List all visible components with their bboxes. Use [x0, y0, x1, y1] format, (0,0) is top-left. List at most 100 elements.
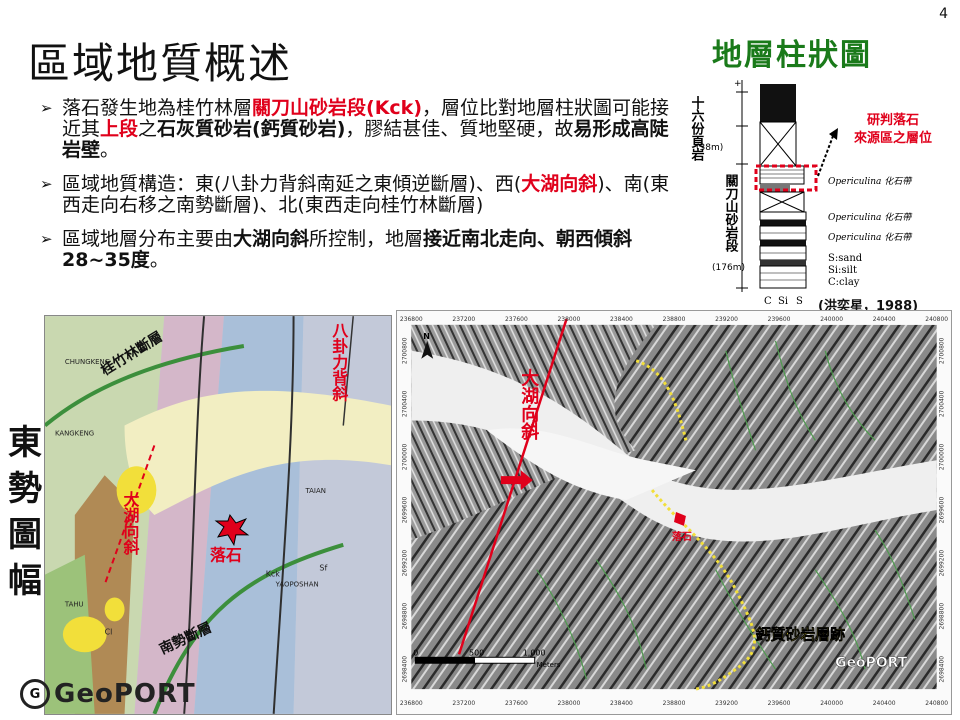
map-unit-label: Cl	[105, 627, 113, 636]
strat-lower-thickness: (176m)	[712, 263, 745, 273]
strat-column-diagram: 十六份頁岩 (38m) 關刀山砂岩段 (176m) +	[689, 79, 933, 307]
tick-label: 2698800	[401, 603, 408, 630]
hillshade-map: 大湖向斜 落石 鈣質砂岩層跡 N 0 500 1,000 Meters GeoP…	[396, 310, 952, 715]
hillmap-watermark: GeoPORT	[835, 655, 908, 671]
hillmap-label-limestone: 鈣質砂岩層跡	[756, 625, 846, 643]
map-place-label: YAOPOSHAN	[275, 581, 319, 589]
map-unit-label: Kck	[266, 570, 281, 579]
bullet-arrow-icon: ➢	[40, 230, 53, 248]
strat-upper-unit: 十六份頁岩	[689, 95, 706, 162]
strat-column	[759, 84, 807, 289]
tick-label: 2700000	[401, 443, 408, 470]
tick-label: 239600	[768, 700, 791, 707]
north-arrow-icon: N	[421, 332, 434, 359]
tick-label: 2699600	[401, 497, 408, 524]
bullet-text: 落石發生地為桂竹林層關刀山砂岩段(Kck)，層位比對地層柱狀圖可能接近其上段之石…	[62, 97, 669, 161]
strat-annotation-line2: 來源區之層位	[854, 130, 932, 146]
strat-fossil-label: Opericulina 化石帶	[828, 212, 913, 223]
tick-label: 2699200	[401, 550, 408, 577]
rockfall-marker-icon	[674, 512, 686, 526]
tick-label: 237600	[505, 700, 528, 707]
strat-fossil-label: Opericulina 化石帶	[828, 232, 913, 243]
tick-label: 2700000	[939, 443, 946, 470]
bullet-text-run: 關刀山砂岩段(Kck)	[252, 97, 423, 119]
tick-label: 239600	[768, 316, 791, 323]
strat-legend-item: Si:silt	[828, 265, 857, 276]
bullet-text-run: 大湖向斜	[233, 228, 310, 250]
bullet-text-run: 接近南北走向、朝西傾斜28~35度	[62, 228, 633, 271]
tick-label: 240400	[873, 700, 896, 707]
strat-fossil-label: Opericulina 化石帶	[828, 176, 913, 187]
tick-label: 2698400	[401, 656, 408, 683]
geoport-logo: G GeoPORT	[20, 676, 196, 712]
bullet-text-run: ，膠結甚佳、質地堅硬，故	[345, 118, 574, 140]
tick-label: 238400	[610, 316, 633, 323]
tick-label: 240000	[820, 316, 843, 323]
tick-label: 2698800	[939, 603, 946, 630]
bullet-item: ➢ 區域地質構造：東(八卦力背斜南延之東傾逆斷層)、西(大湖向斜)、南(東西走向右…	[40, 174, 680, 216]
bullet-text-run: 所控制，地層	[309, 228, 424, 250]
svg-text:Meters: Meters	[537, 661, 561, 669]
tick-label: 240000	[820, 700, 843, 707]
tick-label: 240800	[925, 700, 948, 707]
bullet-text-run: 之	[138, 118, 158, 140]
strat-annotation-line1: 研判落石	[867, 112, 919, 128]
bullet-text-run: 。	[149, 249, 169, 271]
bullet-list: ➢ 落石發生地為桂竹林層關刀山砂岩段(Kck)，層位比對地層柱狀圖可能接近其上段之…	[40, 98, 680, 284]
bullet-text: 區域地質構造：東(八卦力背斜南延之東傾逆斷層)、西(大湖向斜)、南(東西走向右移…	[62, 173, 669, 216]
strat-axis-label: Si	[778, 296, 788, 307]
tick-label: 238800	[663, 316, 686, 323]
page-title: 區域地質概述	[28, 39, 293, 88]
svg-text:0: 0	[413, 648, 418, 657]
y-tick-labels: 2700800 2700400 2700000 2699600 2699200 26988…	[939, 337, 946, 682]
bullet-text-run: )、南(東西走向右移之南勢斷層)、北(東西走向桂竹林斷層)	[62, 173, 670, 216]
strat-legend-item: S:sand	[828, 253, 863, 264]
strat-legend-item: C:clay	[828, 277, 860, 288]
strat-highlight-box	[754, 164, 818, 192]
x-tick-labels: 236800 237200 237600 238000 238400 238800 2392…	[400, 700, 948, 707]
tick-label: 236800	[400, 316, 423, 323]
bullet-text-run: 區域地層分布主要由	[62, 228, 234, 250]
tick-label: 237200	[452, 316, 475, 323]
bullet-text-run: 。	[100, 139, 120, 161]
tick-label: 240800	[925, 316, 948, 323]
hillmap-label-syncline: 大湖向斜	[518, 367, 540, 441]
map-place-label: TAHU	[64, 600, 84, 608]
tick-label: 240400	[873, 316, 896, 323]
map-sheet-char: 幅	[8, 561, 42, 601]
map-label-anticline: 八卦力背斜	[330, 322, 349, 403]
map-sheet-char: 東	[8, 423, 42, 463]
hillmap-label-rockfall: 落石	[672, 530, 692, 543]
limestone-trace	[650, 489, 757, 691]
tick-label: 238400	[610, 700, 633, 707]
map-label-rockfall: 落石	[210, 546, 242, 565]
geologic-map: 桂竹林斷層 南勢斷層 八卦力背斜 大湖向斜 落石 CHUNGKENG KANGK…	[44, 315, 392, 715]
y-tick-labels: 2700800 2700400 2700000 2699600 2699200 26988…	[401, 337, 408, 682]
strat-column-title: 地層柱狀圖	[712, 38, 872, 73]
tick-label: 238000	[558, 700, 581, 707]
tick-label: 2698400	[939, 656, 946, 683]
tick-label: 2700400	[401, 390, 408, 417]
map-label-syncline: 大湖向斜	[121, 490, 140, 556]
bullet-text: 區域地層分布主要由大湖向斜所控制，地層接近南北走向、朝西傾斜28~35度。	[62, 228, 632, 271]
tick-label: 236800	[400, 700, 423, 707]
bullet-arrow-icon: ➢	[40, 175, 53, 193]
tick-label: 2700800	[401, 337, 408, 364]
bullet-text-run: 大湖向斜	[521, 173, 598, 195]
bullet-text-run: 落石發生地為桂竹林層	[62, 97, 253, 119]
svg-text:+: +	[734, 79, 742, 89]
geoport-logo-icon: G	[20, 679, 50, 709]
map-unit-label: Sf	[319, 564, 327, 573]
map-sheet-char: 勢	[8, 469, 42, 509]
bullet-item: ➢ 落石發生地為桂竹林層關刀山砂岩段(Kck)，層位比對地層柱狀圖可能接近其上段之…	[40, 98, 680, 161]
bullet-text-run: 上段	[100, 118, 139, 140]
strat-axis-label: C	[764, 296, 772, 307]
tick-label: 237600	[505, 316, 528, 323]
map-place-label: KANGKENG	[55, 429, 94, 437]
page-number: 4	[939, 6, 948, 22]
tick-label: 239200	[715, 700, 738, 707]
bullet-item: ➢ 區域地層分布主要由大湖向斜所控制，地層接近南北走向、朝西傾斜28~35度。	[40, 229, 680, 271]
geoport-logo-text: GeoPORT	[54, 679, 196, 709]
x-tick-labels: 236800 237200 237600 238000 238400 238800 2392…	[400, 316, 948, 323]
strat-lower-unit: 關刀山砂岩段	[723, 174, 740, 253]
